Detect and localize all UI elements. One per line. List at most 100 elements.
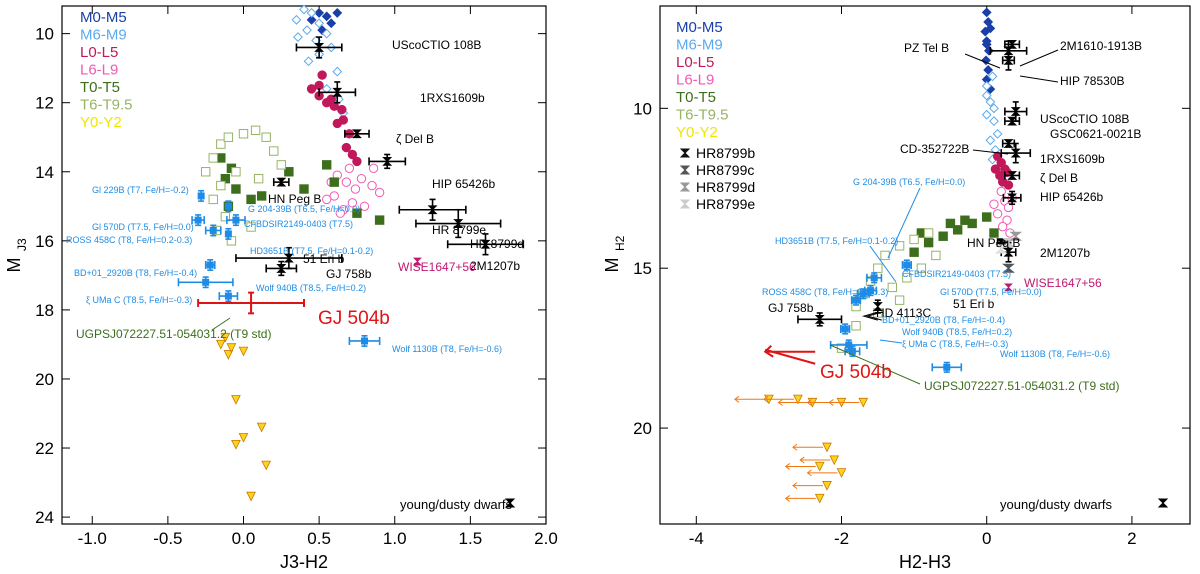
- young-object-marker: [332, 87, 343, 97]
- data-point-m6-m9: [987, 71, 998, 82]
- data-point-y0-y2: [261, 460, 272, 471]
- legend-label: L6-L9: [80, 62, 118, 79]
- data-point-y0-y2: [246, 491, 256, 502]
- young-object-marker: [314, 43, 325, 52]
- upper-limit-arrowhead: [777, 399, 783, 406]
- data-point-t6-t9.5: [216, 139, 226, 149]
- x-tick-label: -0.5: [153, 529, 182, 548]
- young-object-marker: [814, 314, 825, 324]
- data-point-y0-y2: [256, 422, 267, 433]
- data-point-m0-m5: [306, 14, 317, 25]
- y-tick-label: 20: [35, 370, 54, 389]
- data-point-t0-t5: [989, 228, 999, 238]
- data-point-t0-t5: [329, 177, 339, 187]
- label-g204-39b-r: G 204-39B (T6.5, Fe/H=0.0): [853, 177, 965, 187]
- data-point-y0-y2: [223, 350, 234, 360]
- young-object-marker: [1003, 55, 1014, 65]
- data-point-t6-t9.5: [253, 173, 264, 184]
- label-gl229b: Gl 229B (T7, Fe/H=-0.2): [92, 185, 189, 195]
- hr8799-legend-icon: [679, 182, 691, 192]
- data-point-t6-t9.5: [894, 241, 905, 251]
- hd3651b-leader: [869, 245, 897, 283]
- data-point-t6-t9.5: [894, 295, 905, 305]
- x-tick-label: 1.5: [459, 529, 483, 548]
- pz-tel-leader: [964, 53, 1001, 69]
- data-point-l6-l9: [344, 163, 355, 174]
- young-object-marker: [1010, 107, 1021, 116]
- comparison-object-marker: [194, 216, 202, 224]
- label-hip78530b: HIP 78530B: [1060, 74, 1125, 88]
- label-hd4113c: HD 4113C: [876, 306, 931, 320]
- data-point-l6-l9: [359, 201, 370, 211]
- legend-label: L6-L9: [676, 72, 714, 89]
- data-point-t6-t9.5: [216, 180, 226, 191]
- label-bd01-2920b-r: BD+01_2920B (T8, Fe/H=-0.4): [882, 315, 1005, 325]
- data-point-y0-y2: [231, 395, 241, 405]
- label-ross458c-r: ROSS 458C (T8, Fe/H=0.2-0.3): [762, 287, 888, 297]
- legend-label: Y0-Y2: [80, 114, 122, 131]
- comparison-object-marker: [224, 202, 232, 210]
- wise-marker: [412, 257, 422, 266]
- comparison-object-marker: [848, 347, 856, 355]
- label-hn-peg-b: HN Peg B: [268, 192, 321, 206]
- ugps-leader: [211, 317, 231, 331]
- hr8799-legend-icon: [679, 199, 691, 209]
- data-point-t6-t9.5: [916, 263, 927, 273]
- label-pz-tel-b: PZ Tel B: [904, 41, 949, 55]
- data-point-t6-t9.5: [220, 211, 231, 222]
- comparison-object-marker: [202, 278, 210, 286]
- gj504b-arrow: [764, 348, 816, 365]
- hr8799-marker: [1002, 263, 1015, 273]
- young-object-marker: [1003, 139, 1014, 148]
- data-point-y0-y2: [215, 339, 226, 350]
- data-point-y0-y2: [220, 332, 231, 343]
- y-axis-label-group: M J3: [4, 238, 29, 273]
- data-point-l0-l5: [352, 156, 362, 167]
- x-tick-label: -2: [834, 529, 849, 548]
- data-point-t0-t5: [923, 237, 934, 248]
- comparison-object-marker: [870, 274, 878, 282]
- upper-limit-arrowhead: [792, 482, 798, 490]
- label-ugps-r: UGPSJ072227.51-054031.2 (T9 std): [924, 379, 1119, 393]
- upper-limit-arrowhead: [763, 395, 769, 403]
- legend-label: Y0-Y2: [676, 124, 718, 141]
- data-point-t0-t5: [256, 191, 267, 201]
- young-dusty-note: young/dusty dwarfs: [1000, 497, 1113, 512]
- data-point-y0-y2: [231, 439, 241, 450]
- data-point-l0-l5: [326, 94, 336, 104]
- xi-uma-leader: [879, 339, 903, 344]
- label-zeta-del-b: ζ Del B: [396, 132, 434, 146]
- young-object-marker: [1007, 39, 1018, 49]
- data-point-l0-l5: [337, 104, 347, 115]
- data-point-m6-m9: [981, 109, 992, 120]
- x-axis-label: J3-H2: [280, 552, 328, 572]
- data-point-l6-l9: [997, 221, 1008, 232]
- x-tick-label: 2.0: [534, 529, 558, 548]
- y-tick-label: 10: [633, 99, 652, 118]
- data-point-l6-l9: [341, 177, 352, 187]
- g204-leader: [887, 187, 921, 259]
- data-point-t6-t9.5: [208, 153, 218, 163]
- data-point-l0-l5: [347, 149, 358, 160]
- young-object-marker: [276, 264, 287, 273]
- label-wolf1130b: Wolf 1130B (T8, Fe/H=-0.6): [392, 344, 502, 354]
- label-1rxs1609b: 1RXS1609b: [420, 91, 485, 105]
- data-point-y0-y2: [829, 455, 840, 466]
- data-point-m6-m9: [332, 66, 343, 77]
- comparison-object-marker: [943, 363, 951, 371]
- data-point-t0-t5: [299, 184, 309, 194]
- label-ross458c: ROSS 458C (T8, Fe/H=0.2-0.3): [66, 235, 192, 245]
- young-dusty-note: young/dusty dwarfs: [400, 497, 513, 512]
- data-point-l0-l5: [341, 142, 352, 153]
- data-point-t0-t5: [982, 212, 992, 222]
- label-gl570d: Gl 570D (T7.5, Fe/H=0.0): [92, 222, 194, 232]
- legend-label: M0-M5: [80, 9, 127, 26]
- legend-label: T0-T5: [80, 79, 120, 96]
- legend-label: M6-M9: [676, 37, 723, 54]
- data-point-t6-t9.5: [261, 132, 271, 142]
- data-point-m6-m9: [302, 25, 312, 36]
- data-point-l0-l5: [1003, 180, 1014, 190]
- label-gsc0621: GSC0621-0021B: [1050, 127, 1141, 141]
- comparison-object-marker: [206, 261, 214, 269]
- hr8799-legend-label: HR8799e: [696, 196, 755, 212]
